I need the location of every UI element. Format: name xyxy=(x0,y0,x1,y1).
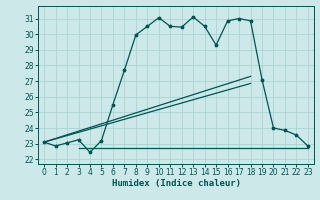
X-axis label: Humidex (Indice chaleur): Humidex (Indice chaleur) xyxy=(111,179,241,188)
